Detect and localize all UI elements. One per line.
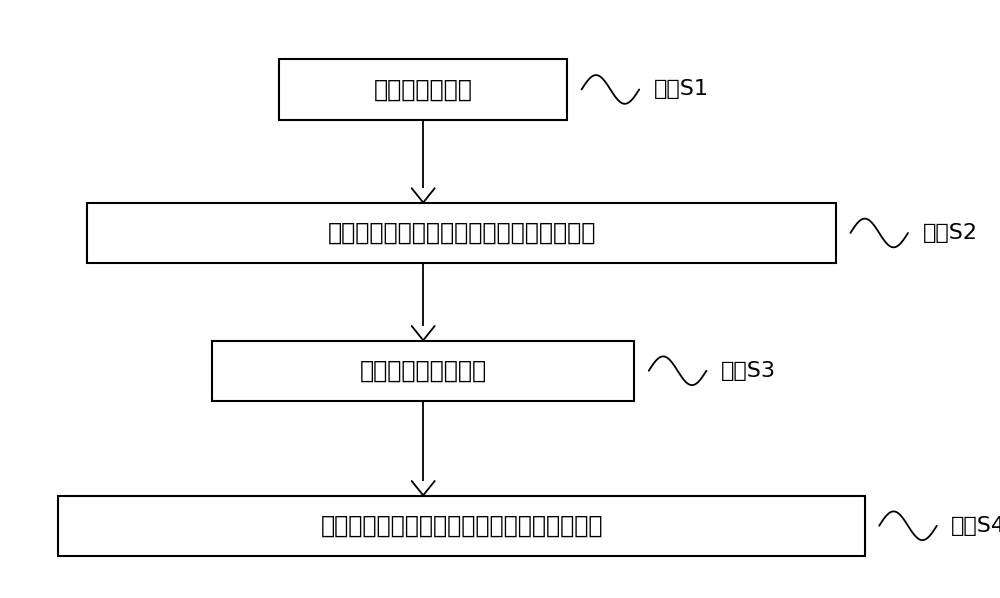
Bar [87,203,836,263]
Text: 构建编码序列群组。: 构建编码序列群组。 [360,359,487,383]
Text: 获取数据参数。: 获取数据参数。 [374,78,473,102]
Text: 步骤S2: 步骤S2 [922,223,977,243]
Bar [212,341,634,401]
Text: 步骤S4: 步骤S4 [951,515,1000,536]
Text: 步骤S1: 步骤S1 [654,80,709,99]
Bar [58,496,865,556]
Text: 根据种群初始化策略配置进行电解槽拆分。: 根据种群初始化策略配置进行电解槽拆分。 [327,221,596,245]
Bar [279,59,567,120]
Text: 步骤S3: 步骤S3 [721,361,776,381]
Text: 基于深度免疫克隆算法进行最优化迭代计算。: 基于深度免疫克隆算法进行最优化迭代计算。 [320,514,603,538]
